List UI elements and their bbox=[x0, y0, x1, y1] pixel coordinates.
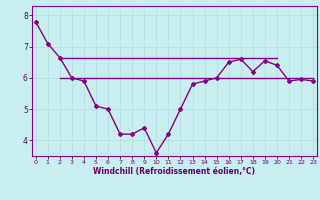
X-axis label: Windchill (Refroidissement éolien,°C): Windchill (Refroidissement éolien,°C) bbox=[93, 167, 255, 176]
